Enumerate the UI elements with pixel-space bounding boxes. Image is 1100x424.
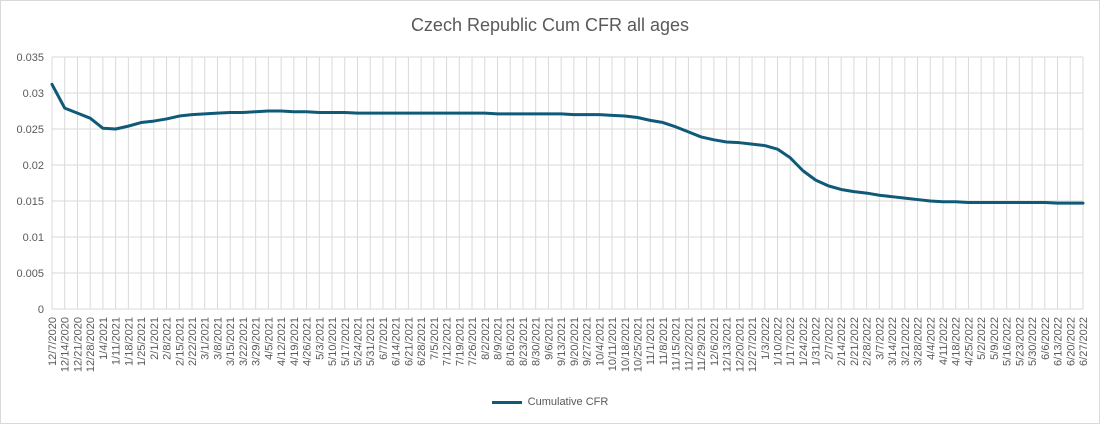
y-tick-label: 0.03 bbox=[23, 88, 44, 100]
x-tick-label: 3/1/2021 bbox=[200, 317, 212, 360]
x-tick-label: 4/11/2022 bbox=[938, 317, 950, 365]
x-tick-label: 11/22/2021 bbox=[683, 317, 695, 371]
x-tick-label: 7/12/2021 bbox=[442, 317, 454, 366]
legend-label: Cumulative CFR bbox=[527, 396, 609, 408]
x-tick-label: 5/23/2022 bbox=[1014, 317, 1026, 366]
x-tick-label: 3/21/2022 bbox=[900, 317, 912, 366]
x-tick-label: 8/2/2021 bbox=[480, 317, 492, 360]
x-tick-label: 12/21/2020 bbox=[72, 317, 84, 372]
legend-swatch bbox=[491, 400, 522, 404]
x-tick-label: 9/13/2021 bbox=[556, 317, 568, 366]
x-tick-label: 1/25/2021 bbox=[136, 317, 148, 366]
x-tick-label: 4/19/2021 bbox=[289, 317, 301, 366]
x-tick-label: 5/3/2021 bbox=[314, 317, 326, 360]
x-tick-label: 2/7/2022 bbox=[823, 317, 835, 360]
x-tick-label: 3/28/2022 bbox=[913, 317, 925, 366]
x-tick-label: 5/16/2022 bbox=[1002, 317, 1014, 366]
x-tick-label: 4/18/2022 bbox=[951, 317, 963, 366]
x-tick-label: 5/2/2022 bbox=[976, 317, 988, 360]
x-tick-label: 12/6/2021 bbox=[709, 317, 721, 366]
x-tick-label: 3/8/2021 bbox=[212, 317, 224, 360]
x-tick-label: 10/11/2021 bbox=[607, 317, 619, 371]
y-tick-label: 0.02 bbox=[23, 160, 44, 172]
x-tick-label: 2/8/2021 bbox=[162, 317, 174, 360]
x-tick-label: 2/14/2022 bbox=[836, 317, 848, 366]
x-tick-label: 1/11/2021 bbox=[111, 317, 123, 365]
x-tick-label: 6/27/2022 bbox=[1078, 317, 1090, 366]
x-tick-label: 6/21/2021 bbox=[403, 317, 415, 366]
x-tick-label: 12/14/2020 bbox=[60, 317, 72, 372]
x-tick-label: 12/7/2020 bbox=[47, 317, 59, 366]
y-tick-label: 0.005 bbox=[16, 268, 44, 280]
x-tick-label: 12/27/2021 bbox=[747, 317, 759, 372]
x-tick-label: 4/12/2021 bbox=[276, 317, 288, 366]
x-tick-label: 7/26/2021 bbox=[467, 317, 479, 366]
y-tick-label: 0.015 bbox=[16, 196, 44, 208]
x-tick-label: 10/25/2021 bbox=[633, 317, 645, 372]
x-tick-label: 5/24/2021 bbox=[352, 317, 364, 366]
x-tick-label: 1/24/2022 bbox=[798, 317, 810, 366]
x-tick-label: 9/6/2021 bbox=[543, 317, 555, 360]
y-tick-label: 0 bbox=[38, 304, 44, 316]
x-tick-label: 10/4/2021 bbox=[594, 317, 606, 366]
x-tick-label: 9/27/2021 bbox=[582, 317, 594, 366]
x-tick-label: 4/4/2022 bbox=[925, 317, 937, 360]
x-tick-label: 1/18/2021 bbox=[123, 317, 135, 366]
y-tick-label: 0.025 bbox=[16, 124, 44, 136]
x-tick-label: 12/28/2020 bbox=[85, 317, 97, 372]
x-tick-label: 7/19/2021 bbox=[454, 317, 466, 366]
x-tick-label: 11/15/2021 bbox=[671, 317, 683, 371]
x-tick-label: 2/28/2022 bbox=[862, 317, 874, 366]
x-tick-label: 6/13/2022 bbox=[1053, 317, 1065, 366]
x-tick-label: 5/10/2021 bbox=[327, 317, 339, 366]
x-tick-label: 12/13/2021 bbox=[722, 317, 734, 372]
x-tick-label: 3/22/2021 bbox=[238, 317, 250, 366]
x-tick-label: 1/17/2022 bbox=[785, 317, 797, 366]
x-tick-label: 11/8/2021 bbox=[658, 317, 670, 365]
x-tick-label: 1/10/2022 bbox=[773, 317, 785, 366]
chart-title: Czech Republic Cum CFR all ages bbox=[410, 15, 690, 35]
x-tick-label: 12/20/2021 bbox=[734, 317, 746, 372]
x-tick-label: 6/14/2021 bbox=[391, 317, 403, 366]
x-tick-label: 2/1/2021 bbox=[149, 317, 161, 360]
x-tick-label: 6/20/2022 bbox=[1065, 317, 1077, 366]
x-tick-label: 2/22/2021 bbox=[187, 317, 199, 366]
x-tick-label: 6/7/2021 bbox=[378, 317, 390, 360]
x-tick-label: 3/14/2022 bbox=[887, 317, 899, 366]
x-tick-label: 5/9/2022 bbox=[989, 317, 1001, 360]
x-tick-label: 8/23/2021 bbox=[518, 317, 530, 366]
x-tick-label: 3/15/2021 bbox=[225, 317, 237, 366]
x-tick-label: 8/9/2021 bbox=[492, 317, 504, 360]
x-tick-label: 6/6/2022 bbox=[1040, 317, 1052, 360]
x-tick-label: 5/31/2021 bbox=[365, 317, 377, 366]
x-tick-label: 1/31/2022 bbox=[811, 317, 823, 366]
x-tick-label: 4/26/2021 bbox=[302, 317, 314, 366]
x-tick-label: 4/25/2022 bbox=[963, 317, 975, 366]
x-tick-label: 11/1/2021 bbox=[645, 317, 657, 365]
x-tick-label: 3/29/2021 bbox=[251, 317, 263, 366]
x-tick-label: 11/29/2021 bbox=[696, 317, 708, 371]
x-tick-label: 2/21/2022 bbox=[849, 317, 861, 366]
x-tick-label: 1/4/2021 bbox=[98, 317, 110, 360]
x-tick-label: 5/17/2021 bbox=[340, 317, 352, 366]
x-tick-label: 2/15/2021 bbox=[174, 317, 186, 366]
y-tick-label: 0.035 bbox=[16, 52, 44, 64]
x-tick-label: 5/30/2022 bbox=[1027, 317, 1039, 366]
x-tick-label: 1/3/2022 bbox=[760, 317, 772, 360]
x-tick-label: 6/28/2021 bbox=[416, 317, 428, 366]
y-tick-label: 0.01 bbox=[23, 232, 44, 244]
x-tick-label: 7/5/2021 bbox=[429, 317, 441, 360]
series-line-cumulative-cfr bbox=[50, 82, 1085, 205]
x-tick-label: 4/5/2021 bbox=[263, 317, 275, 360]
x-tick-label: 10/18/2021 bbox=[620, 317, 632, 372]
x-tick-label: 3/7/2022 bbox=[874, 317, 886, 360]
x-tick-label: 8/30/2021 bbox=[531, 317, 543, 366]
x-tick-label: 8/16/2021 bbox=[505, 317, 517, 366]
x-tick-label: 9/20/2021 bbox=[569, 317, 581, 366]
legend: Cumulative CFR bbox=[1, 396, 1099, 408]
